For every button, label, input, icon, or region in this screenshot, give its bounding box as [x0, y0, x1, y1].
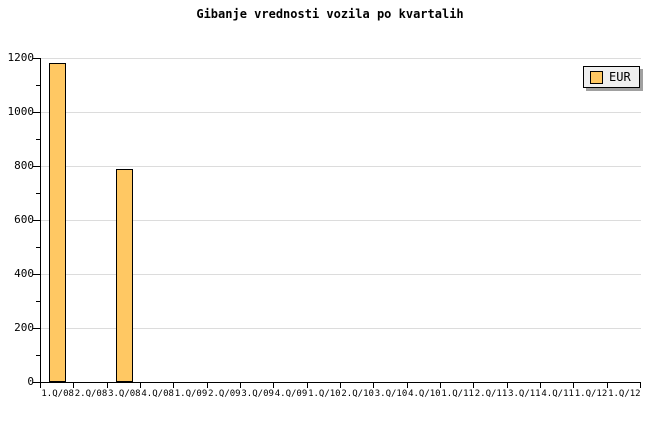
- gridline-1000: [41, 112, 641, 113]
- y-tick-800: [33, 166, 40, 167]
- gridline-600: [41, 220, 641, 221]
- x-tick-16: [573, 383, 575, 388]
- x-axis-label-8: 1.Q/10: [308, 389, 341, 399]
- x-tick-13: [473, 383, 475, 388]
- x-tick-2: [106, 383, 108, 388]
- y-tick-400: [33, 274, 40, 275]
- y-tick-700: [36, 193, 40, 194]
- x-axis-label-15: 4.Q/11: [541, 389, 574, 399]
- x-axis-label-10: 3.Q/10: [374, 389, 408, 399]
- x-axis-label-3: 4.Q/08: [141, 389, 174, 399]
- gridline-200: [41, 328, 641, 329]
- x-axis-label-12: 1.Q/11: [441, 389, 474, 399]
- x-tick-14: [506, 383, 508, 388]
- x-axis-label-17: 1.Q/12: [608, 389, 641, 399]
- legend-label: EUR: [609, 70, 631, 84]
- x-axis-label-5: 2.Q/09: [208, 389, 241, 399]
- x-tick-8: [306, 383, 308, 388]
- y-tick-600: [33, 220, 40, 221]
- x-tick-5: [206, 383, 208, 388]
- y-tick-200: [33, 328, 40, 329]
- gridline-1200: [41, 58, 641, 59]
- legend: EUR: [583, 66, 640, 88]
- x-tick-1: [73, 383, 75, 388]
- bar-1.Q/08: [49, 63, 67, 382]
- x-axis-label-16: 1.Q/12: [574, 389, 608, 399]
- x-axis-label-1: 2.Q/08: [74, 389, 108, 399]
- x-axis-label-6: 3.Q/09: [241, 389, 274, 399]
- x-axis-label-7: 4.Q/09: [274, 389, 308, 399]
- gridline-400: [41, 274, 641, 275]
- x-axis-label-11: 4.Q/10: [408, 389, 441, 399]
- y-axis-label-1200: 1200: [7, 51, 35, 64]
- y-tick-900: [36, 139, 40, 140]
- y-axis-label-600: 600: [14, 213, 34, 226]
- y-tick-300: [36, 301, 40, 302]
- x-tick-17: [606, 383, 608, 388]
- x-tick-7: [273, 383, 275, 388]
- x-tick-3: [140, 383, 141, 388]
- y-axis-label-200: 200: [14, 321, 34, 334]
- y-axis-label-0: 0: [27, 375, 34, 388]
- x-axis-label-9: 2.Q/10: [341, 389, 374, 399]
- y-tick-500: [36, 247, 40, 248]
- x-tick-6: [240, 383, 241, 388]
- y-axis-label-800: 800: [14, 159, 34, 172]
- gridline-800: [41, 166, 641, 167]
- x-axis-label-2: 3.Q/08: [108, 389, 141, 399]
- y-tick-0: [33, 382, 40, 383]
- y-tick-1100: [36, 85, 40, 86]
- x-tick-0: [40, 383, 41, 388]
- y-axis-label-1000: 1000: [7, 105, 35, 118]
- x-tick-11: [406, 383, 408, 388]
- y-tick-1000: [33, 112, 40, 113]
- x-axis-label-4: 1.Q/09: [174, 389, 208, 399]
- legend-swatch-eur: [590, 70, 603, 84]
- x-axis-label-0: 1.Q/08: [41, 389, 74, 399]
- x-axis-label-13: 2.Q/11: [474, 389, 508, 399]
- x-tick-10: [373, 383, 375, 388]
- x-tick-12: [440, 383, 441, 388]
- x-axis-label-14: 3.Q/11: [508, 389, 541, 399]
- y-tick-1200: [33, 58, 40, 59]
- plot-area: [40, 58, 641, 383]
- x-tick-4: [173, 383, 175, 388]
- bar-3.Q/08: [115, 169, 133, 382]
- x-tick-15: [540, 383, 541, 388]
- chart-title: Gibanje vrednosti vozila po kvartalih: [196, 7, 464, 21]
- y-tick-100: [36, 355, 40, 356]
- x-tick-9: [340, 383, 341, 388]
- x-tick-18: [640, 383, 641, 388]
- y-axis-label-400: 400: [14, 267, 34, 280]
